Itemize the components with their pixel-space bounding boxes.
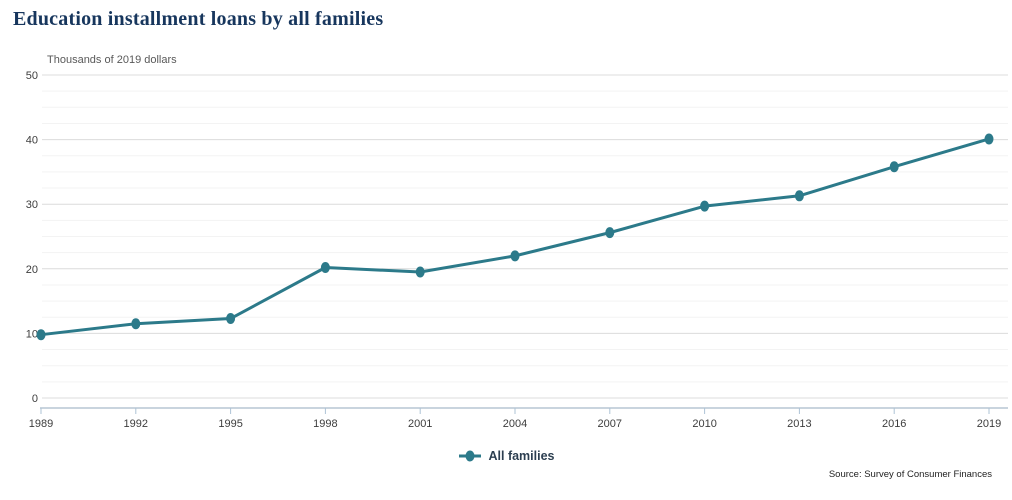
data-point-2007 xyxy=(605,227,615,239)
x-axis-tick-label: 2016 xyxy=(882,418,906,430)
data-point-1992 xyxy=(131,318,141,330)
data-point-1989 xyxy=(36,329,46,341)
data-point-2001 xyxy=(415,266,425,278)
y-axis-tick-label: 10 xyxy=(26,328,38,340)
x-axis-tick-label: 2007 xyxy=(598,418,622,430)
y-axis-tick-label: 50 xyxy=(26,70,38,82)
x-axis-tick-label: 1992 xyxy=(124,418,148,430)
x-axis-tick-label: 2013 xyxy=(787,418,811,430)
x-axis-tick-label: 2010 xyxy=(692,418,716,430)
y-axis-tick-label: 30 xyxy=(26,199,38,211)
legend-marker-icon xyxy=(458,450,481,462)
legend-series-label: All families xyxy=(488,449,555,463)
y-axis-tick-label: 40 xyxy=(26,135,38,147)
data-point-2010 xyxy=(700,200,710,212)
y-axis-units-label: Thousands of 2019 dollars xyxy=(47,54,177,66)
data-point-2013 xyxy=(794,190,804,202)
chart-title: Education installment loans by all famil… xyxy=(13,8,384,30)
x-axis-tick-label: 2001 xyxy=(408,418,432,430)
x-axis-tick-label: 1995 xyxy=(218,418,242,430)
data-point-2019 xyxy=(984,133,994,145)
y-axis-tick-label: 20 xyxy=(26,264,38,276)
data-point-2016 xyxy=(889,161,899,173)
data-point-1998 xyxy=(320,262,330,274)
chart-legend: All families xyxy=(0,446,1012,466)
x-axis-tick-label: 2019 xyxy=(977,418,1001,430)
source-note: Source: Survey of Consumer Finances xyxy=(828,469,992,480)
y-axis-tick-label: 0 xyxy=(32,393,38,405)
x-axis-tick-label: 1998 xyxy=(313,418,337,430)
x-axis-tick-label: 1989 xyxy=(29,418,53,430)
x-axis-tick-label: 2004 xyxy=(503,418,527,430)
data-point-1995 xyxy=(226,313,236,325)
data-point-2004 xyxy=(510,250,520,262)
